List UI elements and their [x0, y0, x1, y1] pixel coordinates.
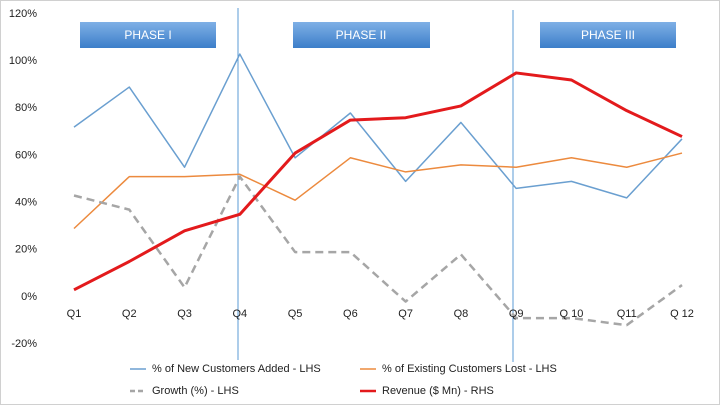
- x-tick-label: Q 10: [560, 308, 584, 320]
- x-tick-label: Q6: [343, 308, 358, 320]
- x-tick-label: Q 12: [670, 308, 694, 320]
- legend-label: % of Existing Customers Lost - LHS: [382, 363, 557, 375]
- x-tick-label: Q2: [122, 308, 137, 320]
- y-tick-label: 120%: [9, 8, 37, 20]
- series-line: [73, 175, 683, 327]
- y-tick-label: 20%: [15, 244, 37, 256]
- y-tick-label: 80%: [15, 102, 37, 114]
- x-tick-label: Q3: [177, 308, 192, 320]
- x-tick-label: Q5: [288, 308, 303, 320]
- phase-box: [293, 22, 430, 48]
- legend-label: Revenue ($ Mn) - RHS: [382, 385, 494, 397]
- x-tick-label: Q4: [232, 308, 247, 320]
- x-tick-label: Q1: [67, 308, 82, 320]
- series-line: [73, 71, 683, 292]
- phase-label: PHASE III: [581, 28, 635, 42]
- phase-box: [80, 22, 216, 48]
- y-tick-label: 60%: [15, 149, 37, 161]
- series-line: [73, 53, 683, 199]
- x-tick-label: Q9: [509, 308, 524, 320]
- legend-label: Growth (%) - LHS: [152, 385, 239, 397]
- x-tick-label: Q11: [617, 308, 637, 320]
- legend-label: % of New Customers Added - LHS: [152, 363, 321, 375]
- phase-box: [540, 22, 676, 48]
- y-tick-label: -20%: [11, 338, 37, 350]
- y-tick-label: 100%: [9, 55, 37, 67]
- x-tick-label: Q8: [454, 308, 469, 320]
- phase-label: PHASE I: [124, 28, 171, 42]
- phase-label: PHASE II: [336, 28, 387, 42]
- y-tick-label: 40%: [15, 196, 37, 208]
- x-tick-label: Q7: [398, 308, 413, 320]
- y-tick-label: 0%: [21, 291, 37, 303]
- series-line: [73, 152, 683, 230]
